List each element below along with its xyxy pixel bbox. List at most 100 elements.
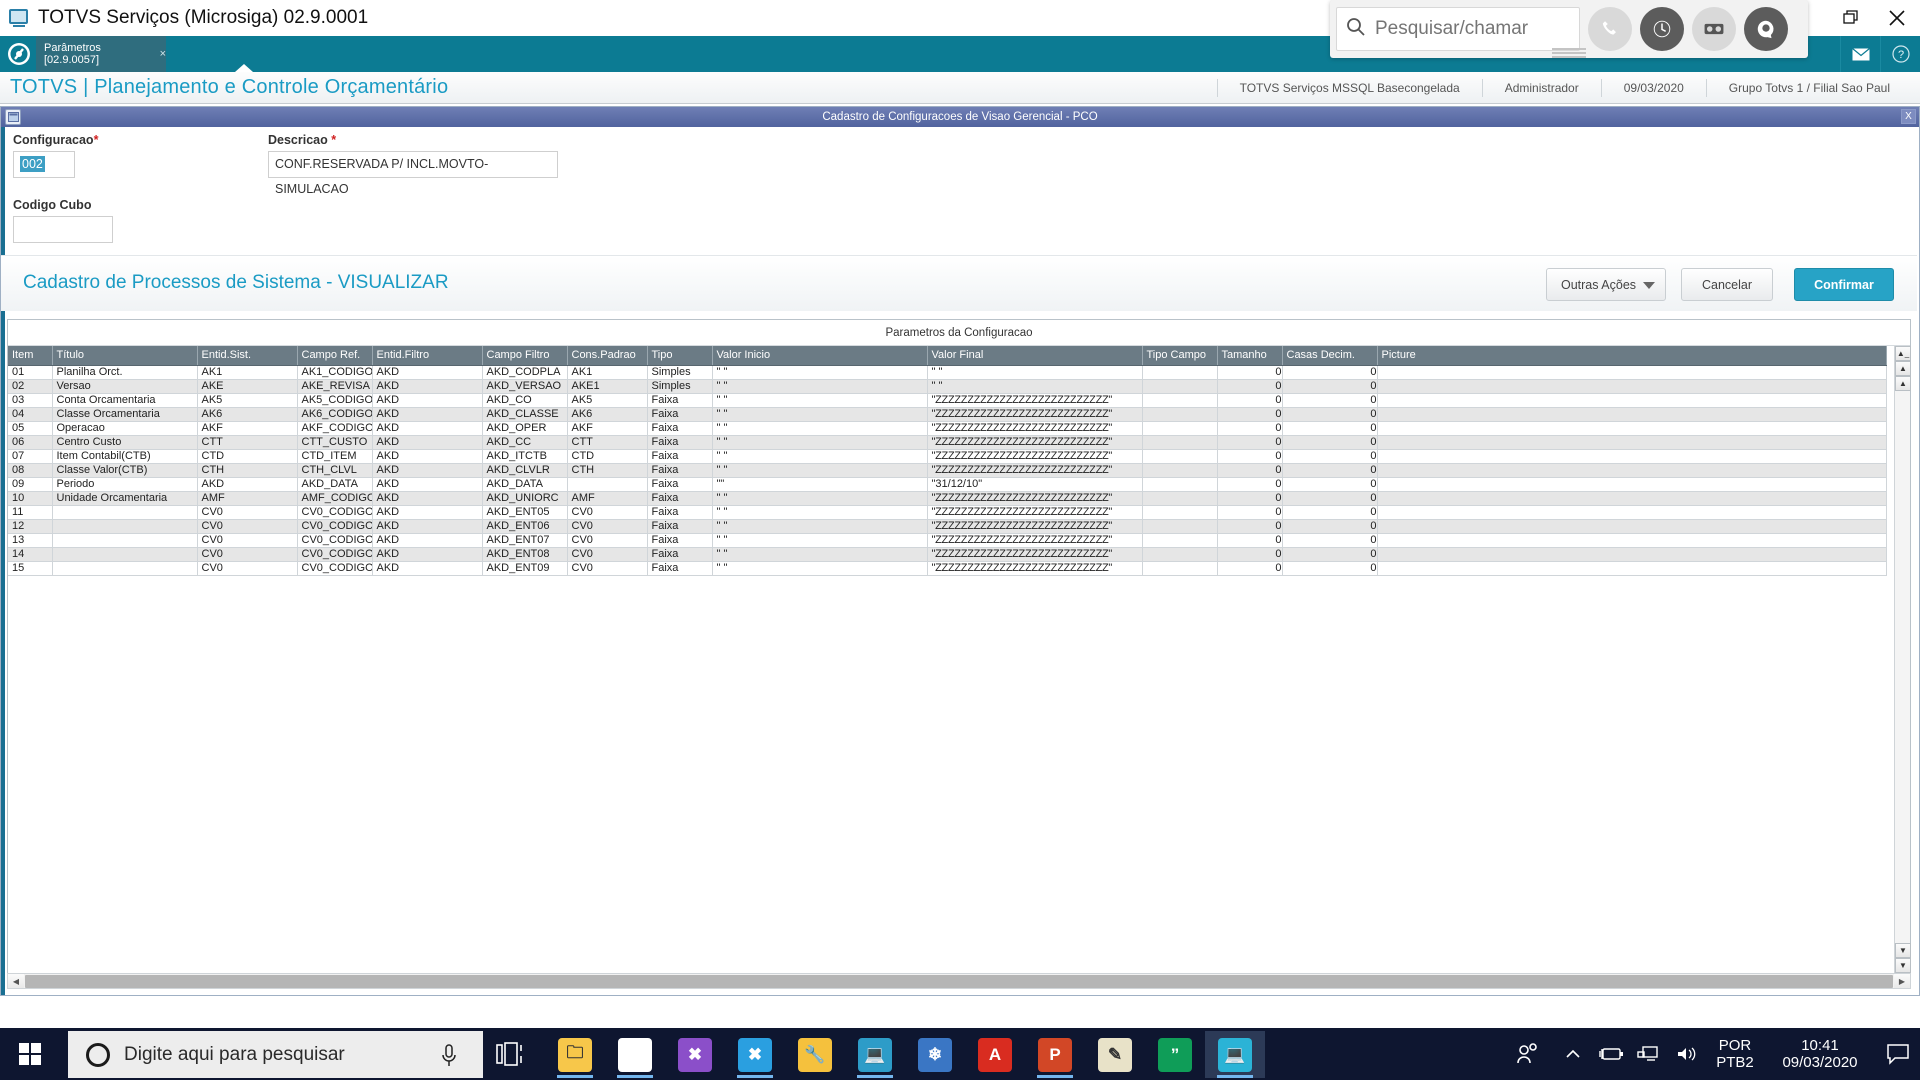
tab-parametros[interactable]: Parâmetros [02.9.0057] × <box>36 36 166 72</box>
hangouts-icon[interactable]: ” <box>1145 1031 1205 1078</box>
action-center-icon[interactable] <box>1876 1043 1920 1065</box>
table-row[interactable]: 09 Periodo AKD AKD_DATA AKD AKD_DATA Faixa "" "3… <box>8 477 1887 492</box>
dialog-close-button[interactable]: X <box>1901 109 1916 124</box>
table-row[interactable]: 08 Classe Valor(CTB) CTH CTH_CLVL AKD AKD_CLV… <box>8 463 1887 478</box>
cancel-button[interactable]: Cancelar <box>1681 268 1773 301</box>
remote-desktop-icon[interactable]: 💻 <box>845 1031 905 1078</box>
col-entid-filtro[interactable]: Entid.Filtro <box>372 346 483 366</box>
col-valor-final[interactable]: Valor Final <box>927 346 1143 366</box>
table-row[interactable]: 07 Item Contabil(CTB) CTD CTD_ITEM AKD AKD_IT… <box>8 449 1887 464</box>
call-search-input[interactable] <box>1373 17 1563 41</box>
table-row[interactable]: 05 Operacao AKF AKF_CODIGO AKD AKD_OPER AKF Fai… <box>8 421 1887 436</box>
vs-code-icon[interactable]: ✖ <box>725 1031 785 1078</box>
restore-window-icon[interactable] <box>1828 0 1874 36</box>
table-row[interactable]: 13 CV0 CV0_CODIGO AKD AKD_ENT07 CV0 Faixa " " "Z… <box>8 533 1887 548</box>
col-campo-filtro[interactable]: Campo Filtro <box>482 346 568 366</box>
table-row[interactable]: 15 CV0 CV0_CODIGO AKD AKD_ENT09 CV0 Faixa " " "Z… <box>8 561 1887 576</box>
scroll-right-icon[interactable]: ▶ <box>1894 974 1910 988</box>
cell-tipo-campo <box>1142 435 1218 450</box>
cell-entid-sist: CV0 <box>197 533 298 548</box>
show-hidden-icons-icon[interactable] <box>1554 1047 1592 1061</box>
cell-picture <box>1377 547 1887 562</box>
totvs-logo-icon <box>4 39 34 69</box>
col-cons-padrao[interactable]: Cons.Padrao <box>567 346 648 366</box>
descricao-input[interactable]: CONF.RESERVADA P/ INCL.MOVTO-SIMULACAO <box>268 151 558 196</box>
scroll-up-icon[interactable]: ▲ <box>1895 376 1911 391</box>
battery-charging-icon[interactable] <box>1592 1046 1630 1062</box>
call-search-box[interactable] <box>1336 7 1580 51</box>
window-restore-icon[interactable] <box>5 109 21 125</box>
google-chrome-icon[interactable] <box>605 1031 665 1078</box>
scroll-page-down-icon[interactable]: ▼ <box>1895 958 1911 973</box>
chevron-down-icon <box>1643 282 1655 289</box>
task-view-icon[interactable] <box>495 1040 529 1068</box>
app-server-icon[interactable]: ❄ <box>905 1031 965 1078</box>
powerpoint-icon[interactable]: P <box>1025 1031 1085 1078</box>
meta-environment: TOTVS Serviços MSSQL Basecongelada <box>1216 79 1482 97</box>
confirm-button[interactable]: Confirmar <box>1794 268 1894 301</box>
tab-close-icon[interactable]: × <box>159 48 166 60</box>
table-row[interactable]: 01 Planilha Orct. AK1 AK1_CODIGO AKD AKD_CODP… <box>8 365 1887 380</box>
col-tamanho[interactable]: Tamanho <box>1217 346 1283 366</box>
scroll-left-icon[interactable]: ◀ <box>8 974 24 988</box>
table-row[interactable]: 03 Conta Orcamentaria AK5 AK5_CODIGO AKD AKD_… <box>8 393 1887 408</box>
cell-entid-sist: AK1 <box>197 365 298 380</box>
col-entid-sist[interactable]: Entid.Sist. <box>197 346 298 366</box>
grid-horizontal-scrollbar[interactable]: ◀ ▶ <box>7 973 1911 989</box>
cell-picture <box>1377 379 1887 394</box>
other-actions-button[interactable]: Outras Ações <box>1546 268 1666 301</box>
col-picture[interactable]: Picture <box>1377 346 1887 366</box>
col-valor-inicio[interactable]: Valor Inicio <box>712 346 928 366</box>
cell-tipo: Faixa <box>647 421 713 436</box>
totvs-devstudio-icon[interactable]: 🔧 <box>785 1031 845 1078</box>
notepad-sketch-icon[interactable]: ✎ <box>1085 1031 1145 1078</box>
people-icon[interactable] <box>1502 1042 1554 1066</box>
configuracao-input[interactable]: 002 <box>13 151 75 178</box>
cell-casas-decim: 0 <box>1282 393 1378 408</box>
totvs-smartclient-icon[interactable]: 💻 <box>1205 1031 1265 1078</box>
cell-t-tulo: Centro Custo <box>52 435 198 450</box>
microphone-icon[interactable] <box>439 1043 459 1074</box>
search-icon <box>1345 16 1367 43</box>
col-tipo-campo[interactable]: Tipo Campo <box>1142 346 1218 366</box>
cell-campo-filtro: AKD_ENT09 <box>482 561 568 576</box>
windows-start-icon[interactable] <box>6 1034 54 1074</box>
taskbar-search-box[interactable]: Digite aqui para pesquisar <box>68 1031 483 1078</box>
recent-clock-icon[interactable] <box>1640 7 1684 51</box>
table-row[interactable]: 06 Centro Custo CTT CTT_CUSTO AKD AKD_CC CTT Fa… <box>8 435 1887 450</box>
table-row[interactable]: 04 Classe Orcamentaria AK6 AK6_CODIGO AKD AKD… <box>8 407 1887 422</box>
voicemail-icon[interactable] <box>1692 7 1736 51</box>
call-icon[interactable] <box>1588 7 1632 51</box>
table-row[interactable]: 10 Unidade Orcamentaria AMF AMF_CODIGO AKD AK… <box>8 491 1887 506</box>
clock-date: 09/03/2020 <box>1782 1054 1858 1071</box>
cell-valor-inicio: " " <box>712 547 928 562</box>
grid-vertical-scrollbar[interactable]: ▲_ ▲ ▲ ▼ ▼ ▼_ <box>1894 346 1911 988</box>
file-explorer-icon[interactable]: 🗀 <box>545 1031 605 1078</box>
hscroll-thumb[interactable] <box>25 974 1893 988</box>
language-indicator[interactable]: POR PTB2 <box>1706 1037 1764 1071</box>
help-icon[interactable]: ? <box>1880 36 1920 72</box>
network-icon[interactable] <box>1630 1045 1668 1063</box>
col-campo-ref[interactable]: Campo Ref. <box>297 346 373 366</box>
col-item[interactable]: Item <box>8 346 53 366</box>
scroll-top-icon[interactable]: ▲_ <box>1895 346 1911 361</box>
col-titulo[interactable]: Título <box>52 346 198 366</box>
taskbar-clock[interactable]: 10:41 09/03/2020 <box>1764 1037 1876 1071</box>
col-tipo[interactable]: Tipo <box>647 346 713 366</box>
table-row[interactable]: 02 Versao AKE AKE_REVISA AKD AKD_VERSAO AKE1 Si… <box>8 379 1887 394</box>
close-window-icon[interactable] <box>1874 0 1920 36</box>
adobe-acrobat-icon[interactable]: A <box>965 1031 1025 1078</box>
col-casas-decim[interactable]: Casas Decim. <box>1282 346 1378 366</box>
table-row[interactable]: 11 CV0 CV0_CODIGO AKD AKD_ENT05 CV0 Faixa " " "Z… <box>8 505 1887 520</box>
overlay-drag-handle[interactable] <box>1552 48 1586 58</box>
page-title: TOTVS | Planejamento e Controle Orçament… <box>10 76 449 98</box>
table-row[interactable]: 14 CV0 CV0_CODIGO AKD AKD_ENT08 CV0 Faixa " " "Z… <box>8 547 1887 562</box>
volume-icon[interactable] <box>1668 1045 1706 1063</box>
chat-icon[interactable] <box>1744 7 1788 51</box>
scroll-page-up-icon[interactable]: ▲ <box>1895 361 1911 376</box>
table-row[interactable]: 12 CV0 CV0_CODIGO AKD AKD_ENT06 CV0 Faixa " " "Z… <box>8 519 1887 534</box>
mail-icon[interactable] <box>1840 36 1880 72</box>
visual-studio-icon[interactable]: ✖ <box>665 1031 725 1078</box>
scroll-down-icon[interactable]: ▼ <box>1895 943 1911 958</box>
codigo-cubo-input[interactable] <box>13 216 113 243</box>
